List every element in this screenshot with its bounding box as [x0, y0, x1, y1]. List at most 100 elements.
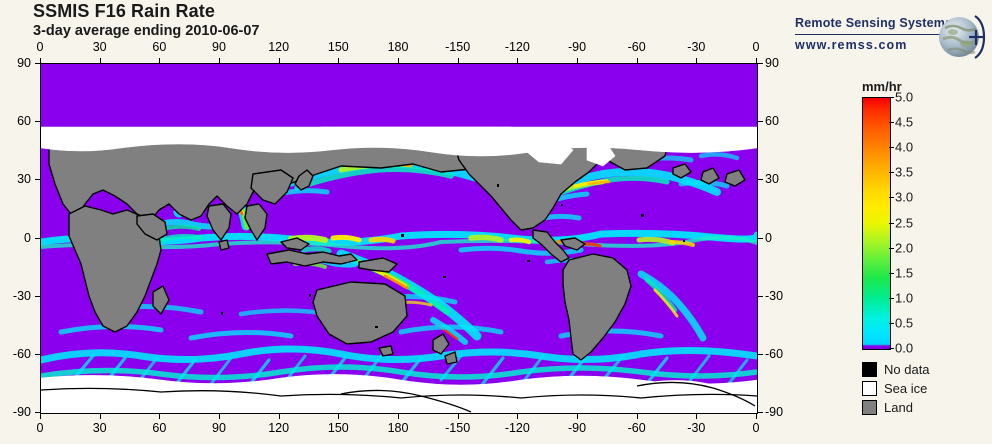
rain-rate-map[interactable]	[40, 63, 758, 414]
lon-label-bottom--60: -60	[627, 421, 646, 435]
lon-label-bottom-0: 0	[36, 421, 44, 435]
lon-tick-top--90	[577, 58, 578, 63]
colorbar-tick-4.0	[889, 147, 894, 149]
colorbar-tick-5.0	[889, 97, 894, 98]
colorbar-gradient	[863, 98, 890, 349]
lon-tick-top-90	[219, 58, 220, 63]
lat-label-right-0: 0	[765, 230, 772, 245]
coastline-overlay	[41, 381, 757, 413]
lat-tick-left-30	[35, 179, 40, 181]
legend-item-land: Land	[862, 398, 930, 416]
lon-tick-top--150	[457, 58, 459, 63]
globe-icon	[939, 15, 986, 59]
lon-tick-bottom-90	[219, 414, 220, 419]
lat-label-left-60: 60	[17, 114, 31, 129]
legend-item-sea-ice: Sea ice	[862, 379, 930, 397]
page-subtitle: 3-day average ending 2010-06-07	[33, 23, 260, 39]
colorbar-label-1.0: 1.0	[895, 290, 914, 306]
lon-label-top-120: 120	[268, 40, 290, 54]
lon-tick-bottom--30	[696, 414, 698, 419]
colorbar-tick-1.0	[889, 297, 894, 299]
lon-label-top-0: 0	[752, 40, 760, 54]
lat-label-right-60: 60	[765, 114, 779, 129]
lon-label-top-30: 30	[92, 40, 107, 54]
colorbar-tick-4.5	[889, 122, 894, 124]
lon-label-top-180: 180	[387, 40, 409, 54]
logo-organization-name: Remote Sensing Systems	[795, 16, 953, 30]
lat-label-left-90: 90	[17, 56, 31, 70]
lon-label-bottom-0: 0	[752, 421, 760, 435]
lat-tick-left--30	[35, 295, 40, 297]
lat-tick-left--60	[35, 353, 40, 355]
lon-label-bottom-90: 90	[212, 421, 226, 435]
colorbar-label-0.5: 0.5	[895, 315, 914, 331]
lat-label-right--30: -30	[765, 288, 784, 303]
colorbar-tick-0.0	[889, 348, 894, 349]
colorbar-label-4.0: 4.0	[895, 139, 914, 155]
colorbar-label-3.0: 3.0	[895, 189, 914, 205]
lon-label-top--60: -60	[627, 40, 646, 54]
colorbar-tick-2.5	[889, 222, 894, 224]
lat-tick-right-30	[758, 179, 763, 181]
lon-tick-top--120	[517, 58, 519, 63]
legend-item-no-data: No data	[862, 360, 930, 378]
lon-label-bottom-150: 150	[327, 421, 349, 435]
lon-tick-bottom-0	[756, 414, 757, 419]
lat-label-left-0: 0	[24, 230, 31, 245]
colorbar-label-2.5: 2.5	[895, 215, 914, 230]
lon-label-top--90: -90	[567, 40, 587, 54]
lon-label-bottom-60: 60	[152, 421, 167, 435]
lat-tick-left-0	[35, 237, 40, 239]
lat-tick-right-60	[758, 121, 763, 123]
lat-label-left--30: -30	[12, 288, 31, 303]
lat-label-left--60: -60	[12, 346, 31, 361]
lon-tick-bottom--120	[517, 414, 519, 419]
lon-tick-bottom--90	[577, 414, 578, 419]
lon-label-bottom-120: 120	[268, 421, 290, 435]
map-legend: No data Sea ice Land	[862, 360, 930, 417]
lon-tick-top--60	[636, 58, 638, 63]
lon-tick-bottom-30	[99, 414, 101, 419]
lon-label-bottom-30: 30	[92, 421, 107, 435]
colorbar-tick-0.5	[889, 322, 894, 324]
lon-label-bottom--150: -150	[445, 421, 471, 435]
legend-label-sea-ice: Sea ice	[884, 380, 928, 396]
colorbar[interactable]	[862, 97, 891, 350]
colorbar-label-2.0: 2.0	[895, 240, 914, 256]
remss-logo[interactable]: Remote Sensing Systems www.remss.com	[795, 15, 986, 64]
colorbar-label-5.0: 5.0	[895, 89, 914, 105]
lon-tick-bottom-180	[398, 414, 399, 419]
colorbar-label-0.0: 0.0	[895, 340, 914, 356]
no-data-swatch	[862, 361, 877, 377]
legend-label-land: Land	[884, 399, 913, 415]
lon-tick-top-180	[398, 58, 399, 63]
logo-website-url: www.remss.com	[795, 38, 908, 52]
lat-tick-right--30	[758, 295, 763, 297]
lon-tick-top-60	[159, 58, 161, 63]
lon-label-bottom--120: -120	[504, 421, 530, 435]
lon-label-top--150: -150	[445, 40, 471, 54]
page-title: SSMIS F16 Rain Rate	[33, 1, 215, 21]
lon-tick-bottom-150	[338, 414, 340, 419]
lat-label-left--90: -90	[12, 405, 31, 419]
colorbar-units-label: mm/hr	[862, 79, 902, 94]
logo-divider	[795, 34, 947, 35]
sea-ice-swatch	[862, 380, 877, 396]
lon-tick-bottom--150	[457, 414, 459, 419]
lat-tick-left-60	[35, 121, 40, 123]
lon-label-bottom--30: -30	[687, 421, 706, 435]
lon-label-top-90: 90	[212, 40, 226, 54]
colorbar-label-1.5: 1.5	[895, 265, 914, 281]
lon-label-top--30: -30	[687, 40, 706, 54]
lat-tick-right-0	[758, 237, 763, 239]
lon-tick-bottom-120	[278, 414, 280, 419]
lat-label-left-30: 30	[17, 172, 31, 187]
colorbar-tick-2.0	[889, 247, 894, 249]
lat-tick-right--60	[758, 353, 763, 355]
colorbar-label-3.5: 3.5	[895, 164, 914, 180]
lat-label-right--90: -90	[765, 405, 784, 419]
lat-tick-right-90	[758, 63, 763, 64]
no-data-mask	[221, 184, 685, 328]
lon-tick-bottom--60	[636, 414, 638, 419]
lon-label-top--120: -120	[504, 40, 530, 54]
